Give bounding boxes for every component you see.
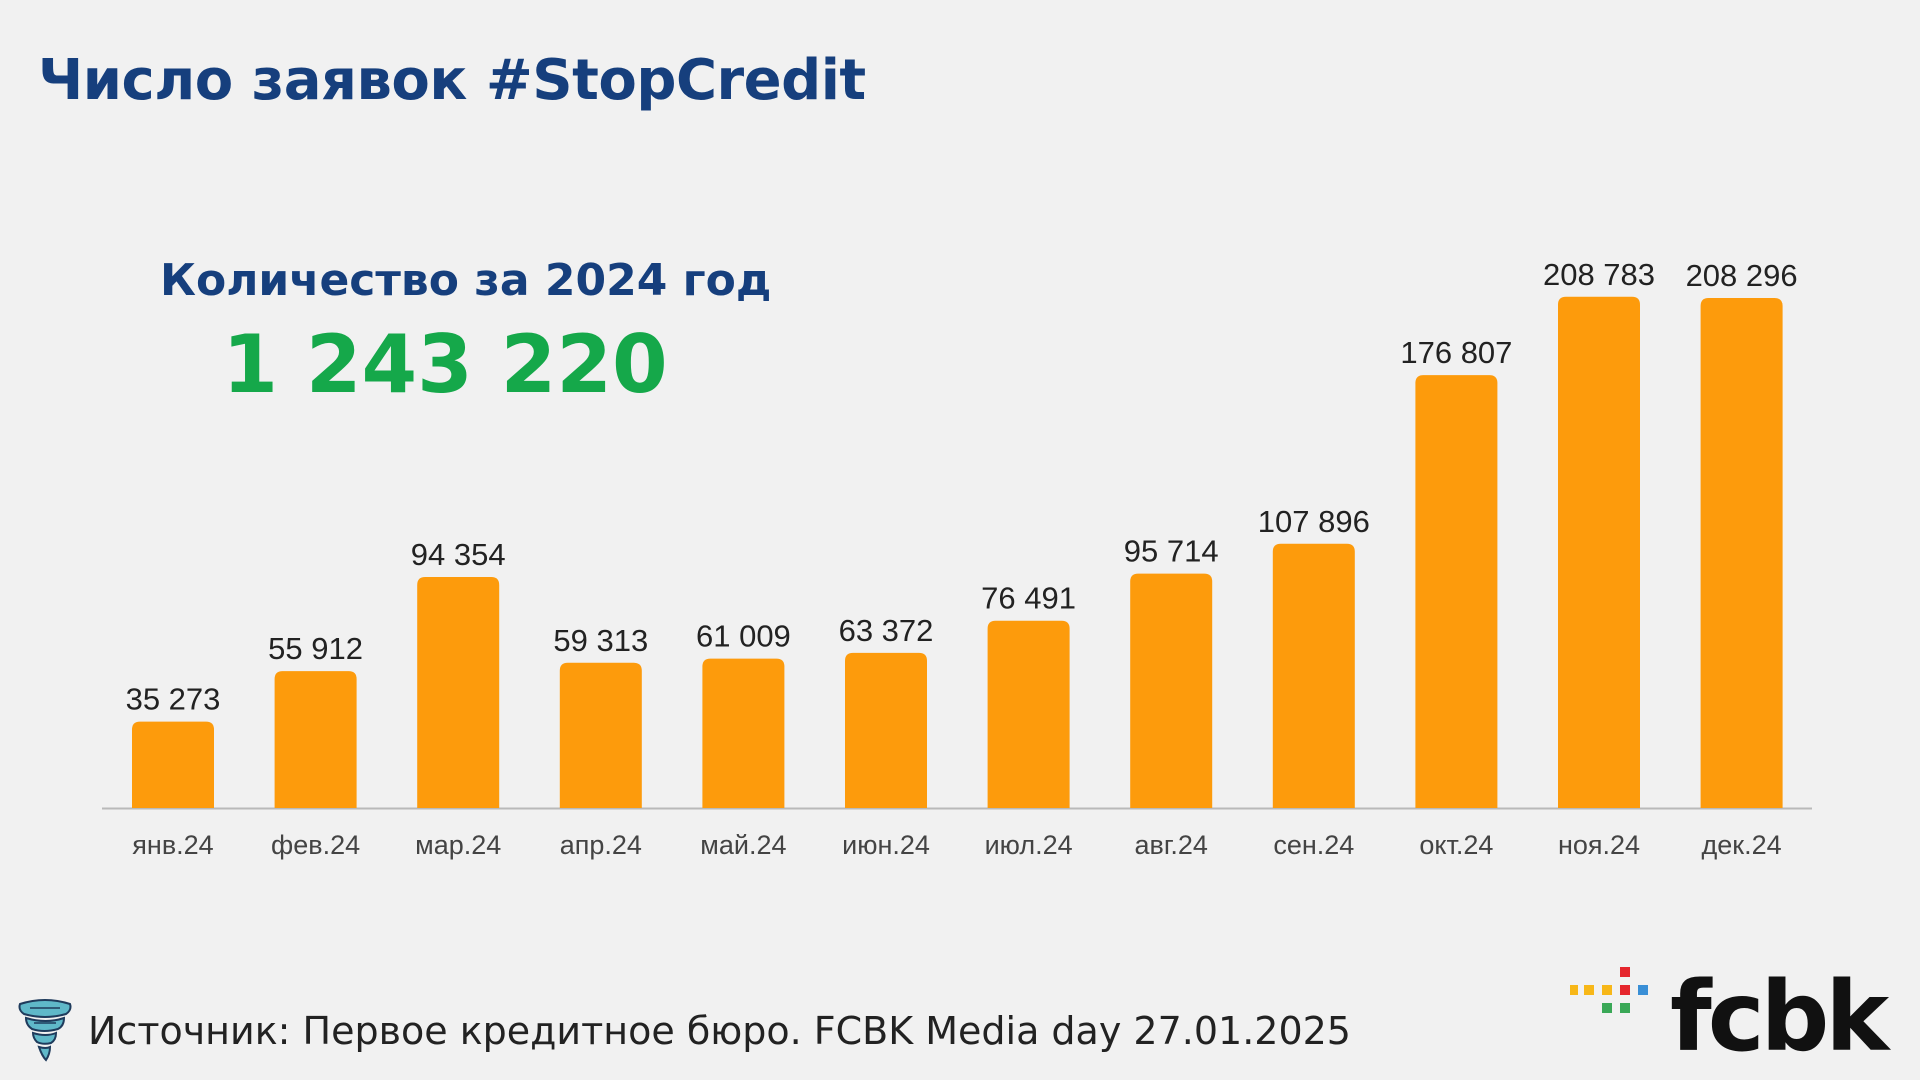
category-label: окт.24 (1419, 830, 1493, 860)
bar-сен.24 (1272, 543, 1355, 808)
value-label: 107 896 (1258, 504, 1370, 539)
category-label: дек.24 (1702, 830, 1782, 860)
footer: Источник: Первое кредитное бюро. FCBK Me… (16, 998, 1351, 1064)
value-label: 55 912 (268, 631, 363, 666)
bar-окт.24 (1415, 375, 1498, 808)
bar-июл.24 (987, 620, 1070, 808)
category-label: сен.24 (1273, 830, 1354, 860)
value-label: 95 714 (1124, 534, 1219, 569)
summary-label: Количество за 2024 год (160, 255, 772, 306)
value-label: 208 783 (1543, 257, 1655, 292)
bar-мар.24 (417, 576, 500, 808)
tornado-icon (18, 999, 72, 1062)
value-label: 63 372 (839, 613, 934, 648)
value-label: 208 296 (1686, 258, 1798, 293)
bar-май.24 (702, 658, 785, 808)
value-label: 94 354 (411, 537, 506, 572)
category-label: ноя.24 (1558, 830, 1640, 860)
bar-фев.24 (274, 671, 357, 808)
category-label: апр.24 (560, 830, 642, 860)
value-label: 176 807 (1400, 335, 1512, 370)
bar-апр.24 (559, 662, 642, 808)
fcbk-logo: fcbk (1570, 961, 1895, 1065)
value-label: 59 313 (553, 623, 648, 658)
bar-июн.24 (845, 652, 927, 808)
bar-chart: 35 273 янв.24 55 912 фев.24 94 354 мар.24 59 3… (102, 257, 1812, 860)
category-label: фев.24 (271, 830, 360, 860)
category-label: мар.24 (415, 830, 501, 860)
category-label: авг.24 (1134, 830, 1207, 860)
category-label: июн.24 (842, 830, 930, 860)
category-label: янв.24 (132, 830, 213, 860)
bar-янв.24 (132, 721, 214, 808)
bar-дек.24 (1700, 297, 1783, 808)
bar-ноя.24 (1558, 296, 1640, 808)
page-title: Число заявок #StopCredit (38, 48, 866, 113)
value-label: 61 009 (696, 619, 791, 654)
bar-авг.24 (1130, 573, 1213, 808)
bars-group: 35 273 янв.24 55 912 фев.24 94 354 мар.24 59 3… (126, 257, 1798, 860)
summary-total: 1 243 220 (222, 318, 668, 411)
category-label: июл.24 (985, 830, 1073, 860)
summary-block: Количество за 2024 год 1 243 220 (160, 255, 772, 411)
value-label: 76 491 (981, 581, 1076, 616)
source-text: Источник: Первое кредитное бюро. FCBK Me… (88, 1009, 1351, 1053)
category-label: май.24 (700, 830, 786, 860)
logo-text: fcbk (1670, 961, 1891, 1065)
value-label: 35 273 (126, 682, 221, 717)
